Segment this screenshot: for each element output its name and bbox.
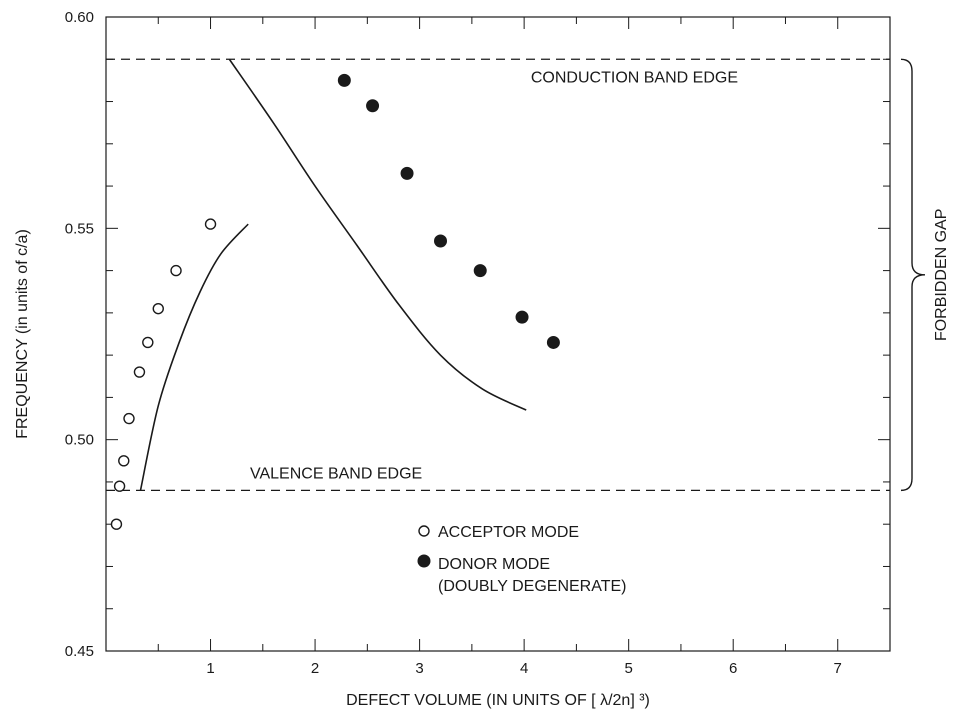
legend-acceptor-label: ACCEPTOR MODE bbox=[438, 524, 579, 541]
donor-mode-point bbox=[515, 310, 529, 324]
legend-donor-label: DONOR MODE bbox=[438, 556, 550, 573]
forbidden-gap-bracket bbox=[900, 58, 926, 492]
valence-band-edge-label: VALENCE BAND EDGE bbox=[250, 465, 422, 482]
acceptor-theory-curve bbox=[139, 223, 249, 491]
x-tick-label: 4 bbox=[520, 660, 528, 677]
acceptor-mode-point bbox=[170, 264, 182, 277]
plot-frame bbox=[105, 16, 891, 652]
donor-mode-point bbox=[473, 264, 487, 278]
acceptor-mode-point bbox=[118, 455, 130, 467]
x-tick-label: 2 bbox=[311, 660, 319, 677]
x-tick-label: 6 bbox=[729, 660, 737, 677]
y-axis-title: FREQUENCY (in units of c/a) bbox=[14, 229, 31, 439]
acceptor-mode-point bbox=[204, 218, 217, 230]
acceptor-mode-point bbox=[152, 302, 164, 315]
conduction-band-edge-label: CONDUCTION BAND EDGE bbox=[531, 69, 738, 86]
x-axis-title: DEFECT VOLUME (IN UNITS OF [ λ/2n] ³) bbox=[346, 692, 650, 709]
donor-theory-curve bbox=[228, 58, 527, 411]
y-tick-label: 0.50 bbox=[65, 432, 94, 449]
donor-mode-point bbox=[366, 99, 380, 113]
acceptor-mode-point bbox=[123, 412, 135, 425]
acceptor-mode-point bbox=[110, 518, 123, 530]
donor-mode-point bbox=[337, 73, 351, 87]
y-tick-label: 0.45 bbox=[65, 643, 94, 660]
y-tick-label: 0.55 bbox=[65, 220, 94, 237]
x-tick-label: 5 bbox=[624, 660, 632, 677]
forbidden-gap-label: FORBIDDEN GAP bbox=[933, 209, 950, 341]
donor-mode-point bbox=[546, 335, 560, 349]
donor-mode-point bbox=[400, 166, 414, 180]
x-tick-label: 7 bbox=[834, 660, 842, 677]
y-tick-label: 0.60 bbox=[65, 9, 94, 26]
donor-mode-point bbox=[434, 234, 448, 248]
legend-acceptor-marker bbox=[418, 525, 430, 537]
x-tick-label: 3 bbox=[415, 660, 423, 677]
legend-donor-sublabel: (DOUBLY DEGENERATE) bbox=[438, 578, 626, 595]
acceptor-mode-point bbox=[142, 336, 154, 349]
acceptor-mode-point bbox=[133, 366, 146, 378]
acceptor-mode-point bbox=[113, 480, 126, 492]
x-tick-label: 1 bbox=[206, 660, 214, 677]
legend-donor-marker bbox=[417, 554, 431, 568]
